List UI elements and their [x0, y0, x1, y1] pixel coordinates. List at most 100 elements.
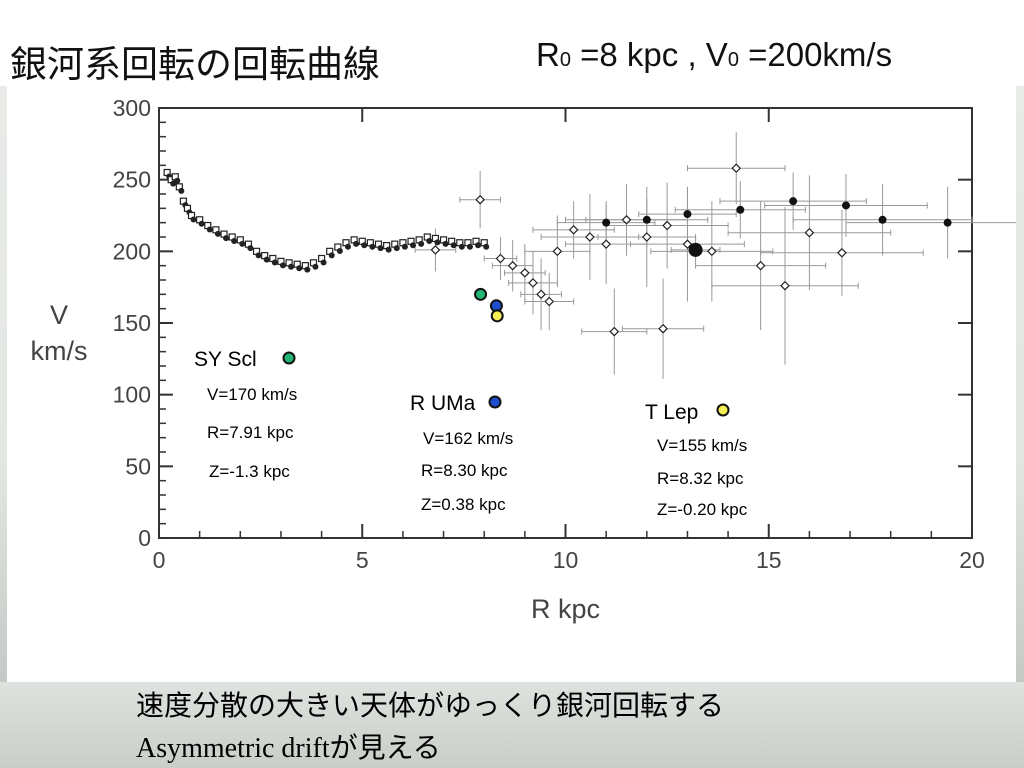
- data-point: [601, 239, 611, 250]
- data-point: [736, 205, 745, 214]
- star-annotations: SY Scl V=170 km/s R=7.91 kpc Z=-1.3 kpc R UM…: [194, 348, 748, 519]
- star-info-text: V=162 km/s: [423, 429, 513, 448]
- y-tick-label: 250: [113, 167, 151, 193]
- data-point: [401, 243, 408, 250]
- data-point: [304, 266, 311, 273]
- data-point: [552, 246, 563, 257]
- data-point: [206, 226, 213, 233]
- data-point: [568, 224, 579, 235]
- x-tick-label: 15: [756, 547, 782, 573]
- data-point: [174, 177, 181, 184]
- y-axis-title-line1: V: [50, 300, 68, 330]
- data-point: [296, 265, 303, 272]
- data-point: [688, 242, 703, 257]
- data-point: [466, 243, 473, 250]
- data-point: [641, 232, 652, 242]
- star-name-label: SY Scl: [194, 348, 257, 371]
- data-point: [837, 247, 847, 258]
- data-point: [231, 238, 238, 244]
- data-point: [369, 243, 376, 250]
- data-point: [430, 245, 441, 255]
- data-point: [943, 218, 952, 227]
- v0-value: =200km/s: [738, 36, 893, 73]
- star-info-text: R=8.32 kpc: [657, 469, 744, 488]
- data-point: [609, 326, 620, 337]
- data-point: [755, 260, 766, 271]
- data-point: [344, 243, 351, 250]
- data-point: [662, 220, 672, 231]
- y-tick-label: 0: [138, 525, 151, 551]
- data-point: [442, 240, 449, 247]
- caption-latin: Asymmetric drift: [136, 733, 330, 764]
- data-point: [239, 240, 246, 247]
- data-point: [214, 230, 221, 237]
- data-point: [328, 252, 335, 259]
- data-point: [320, 259, 327, 266]
- data-point: [585, 232, 595, 242]
- data-point: [544, 296, 555, 307]
- slide-title: 銀河系回転の回転曲線: [10, 43, 380, 86]
- star-info-text: V=155 km/s: [657, 436, 747, 455]
- caption-line-1: 速度分散の大きい天体がゆっくり銀河回転する: [136, 689, 725, 722]
- y-tick-label: 300: [113, 95, 151, 121]
- star-legend-marker: [488, 395, 502, 409]
- data-point: [279, 262, 286, 269]
- star-info-text: Z=0.38 kpc: [421, 495, 506, 514]
- data-point: [426, 238, 433, 244]
- data-point: [247, 245, 254, 252]
- star-info-text: R=8.30 kpc: [421, 461, 508, 480]
- data-point: [361, 242, 368, 249]
- slide-footer: [0, 682, 1024, 768]
- star-marker: [490, 309, 504, 323]
- slide-header: [0, 0, 1024, 86]
- r0-label: R: [536, 36, 560, 73]
- y-tick-label: 150: [113, 310, 151, 336]
- x-tick-label: 10: [553, 547, 579, 573]
- x-axis-title: R kpc: [531, 594, 600, 624]
- data-point: [520, 267, 530, 278]
- data-point: [621, 214, 632, 225]
- caption-japanese: が見える: [329, 731, 441, 764]
- data-point: [495, 253, 506, 264]
- data-point: [434, 239, 441, 246]
- x-tick-label: 20: [959, 547, 985, 573]
- data-point: [393, 245, 400, 252]
- star-info-text: Z=-1.3 kpc: [209, 462, 290, 481]
- data-point: [223, 235, 230, 242]
- data-point: [288, 263, 295, 270]
- v0-subscript: 0: [727, 49, 739, 71]
- data-point: [255, 252, 262, 259]
- data-points: [163, 163, 952, 337]
- data-point: [683, 210, 692, 219]
- data-point: [658, 323, 668, 334]
- star-legend-marker: [716, 403, 730, 417]
- star-name-label: T Lep: [645, 401, 698, 424]
- data-point: [336, 248, 343, 255]
- data-point: [731, 163, 742, 174]
- r0-subscript: 0: [559, 49, 571, 71]
- data-point: [410, 242, 417, 249]
- data-point: [878, 215, 887, 224]
- data-point: [507, 260, 518, 271]
- y-axis-title-line2: km/s: [31, 336, 88, 366]
- data-point: [312, 263, 319, 270]
- data-point: [602, 218, 611, 227]
- data-point: [536, 289, 546, 300]
- x-tick-label: 5: [356, 547, 369, 573]
- data-point: [377, 245, 384, 252]
- data-point: [841, 201, 850, 210]
- data-point: [450, 242, 457, 249]
- x-tick-label: 0: [153, 547, 166, 573]
- y-tick-label: 100: [113, 382, 151, 408]
- y-tick-label: 50: [125, 453, 151, 479]
- highlighted-stars: [474, 287, 504, 323]
- data-point: [458, 243, 465, 250]
- data-point: [385, 246, 392, 253]
- data-point: [528, 278, 538, 288]
- data-point: [198, 220, 205, 227]
- data-point: [475, 194, 485, 205]
- data-point: [642, 215, 651, 224]
- r0-value: =8 kpc , V: [570, 36, 728, 73]
